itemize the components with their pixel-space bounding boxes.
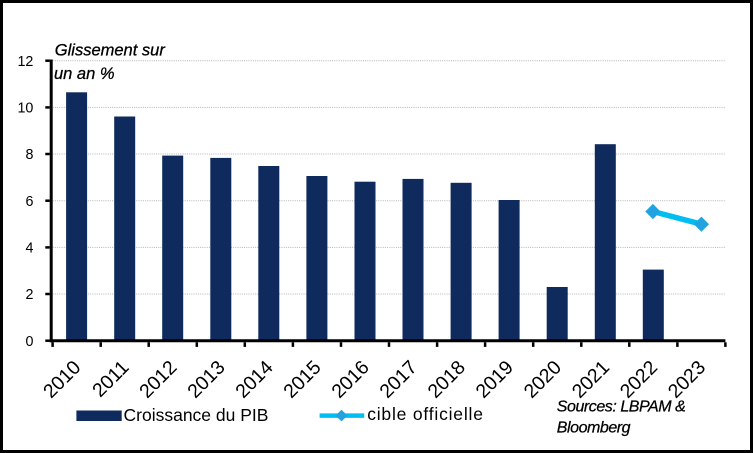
svg-text:2012: 2012 [135,356,181,402]
svg-text:Croissance du PIB: Croissance du PIB [124,405,269,425]
svg-text:cible officielle: cible officielle [367,404,484,424]
svg-text:2018: 2018 [424,356,470,402]
svg-text:2017: 2017 [375,356,421,402]
svg-text:2: 2 [25,287,33,303]
svg-text:2010: 2010 [39,356,85,402]
svg-text:6: 6 [25,194,33,210]
svg-text:2022: 2022 [616,356,662,402]
svg-text:Glissement sur: Glissement sur [55,42,167,60]
svg-text:12: 12 [17,54,33,70]
svg-text:4: 4 [25,241,33,257]
svg-text:2023: 2023 [664,356,710,402]
svg-text:2019: 2019 [472,356,518,402]
svg-text:2021: 2021 [568,356,614,402]
svg-text:10: 10 [17,101,33,117]
svg-text:2013: 2013 [183,356,229,402]
svg-text:0: 0 [25,334,33,350]
svg-text:2020: 2020 [520,356,566,402]
svg-text:un an %: un an % [54,65,115,83]
svg-text:2015: 2015 [279,356,325,402]
svg-text:2016: 2016 [327,356,373,402]
svg-text:2014: 2014 [231,356,277,402]
svg-text:8: 8 [25,147,33,163]
svg-text:Sources: LBPAM &: Sources: LBPAM & [557,398,686,415]
svg-text:2011: 2011 [88,356,133,401]
svg-text:Bloomberg: Bloomberg [557,419,631,436]
